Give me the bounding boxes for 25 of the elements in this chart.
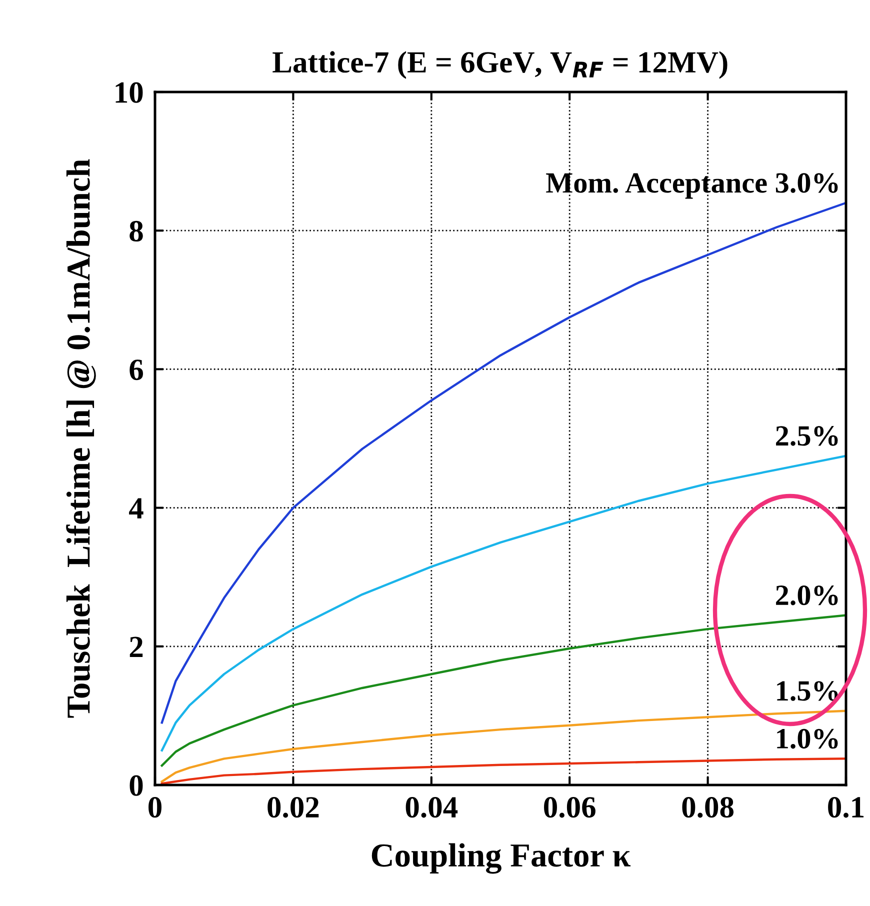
y-axis-title: Touschek Lifetime [h] @ 0.1mA/bunch — [66, 159, 96, 718]
series-label: 2.0% — [776, 585, 838, 606]
line-series — [160, 202, 846, 724]
line-series — [160, 758, 846, 785]
y-tick-label: 4 — [129, 498, 144, 518]
series-label: 2.5% — [776, 426, 838, 446]
y-tick-label: 10 — [116, 82, 143, 103]
series-label: 1.5% — [777, 681, 838, 701]
y-tick-label: 0 — [130, 775, 143, 796]
x-tick-label: 0 — [148, 796, 162, 818]
line-series — [160, 454, 846, 752]
line-series — [160, 614, 846, 767]
x-tick-label: 0.04 — [406, 796, 458, 818]
chart-title: Lattice-7 (E = 6GeV, V$_{RF}$ = 12MV) — [272, 51, 728, 79]
y-tick-label: 6 — [130, 360, 143, 380]
x-tick-label: 0.02 — [268, 796, 319, 818]
line-series — [160, 710, 846, 783]
x-tick-label: 0.08 — [682, 796, 734, 818]
series-label: 1.0% — [777, 728, 838, 749]
x-tick-label: 0.1 — [828, 796, 864, 818]
series-label: Mom. Acceptance 3.0% — [546, 173, 838, 199]
y-tick-label: 2 — [130, 636, 143, 657]
x-axis-title: Coupling Factor κ — [372, 843, 631, 874]
x-tick-label: 0.06 — [544, 796, 596, 818]
y-tick-label: 8 — [130, 220, 143, 242]
